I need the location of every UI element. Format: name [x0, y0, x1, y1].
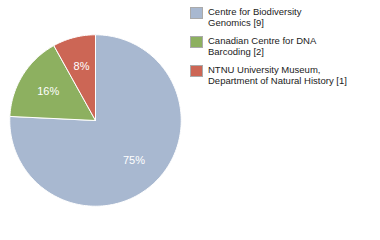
svg-text:16%: 16%	[37, 85, 59, 97]
html-text:Canadian Centre for DNA Barcod: Canadian Centre for DNA Barcoding [2]	[208, 34, 317, 58]
svg-text:75%: 75%	[123, 154, 145, 166]
html-text:Centre for Biodiversity Genomi: Centre for Biodiversity Genomics [9]	[208, 6, 302, 29]
svg-text:8%: 8%	[74, 60, 90, 72]
html-text:NTNU University Museum, Depart: NTNU University Museum, Department of Na…	[208, 63, 347, 86]
